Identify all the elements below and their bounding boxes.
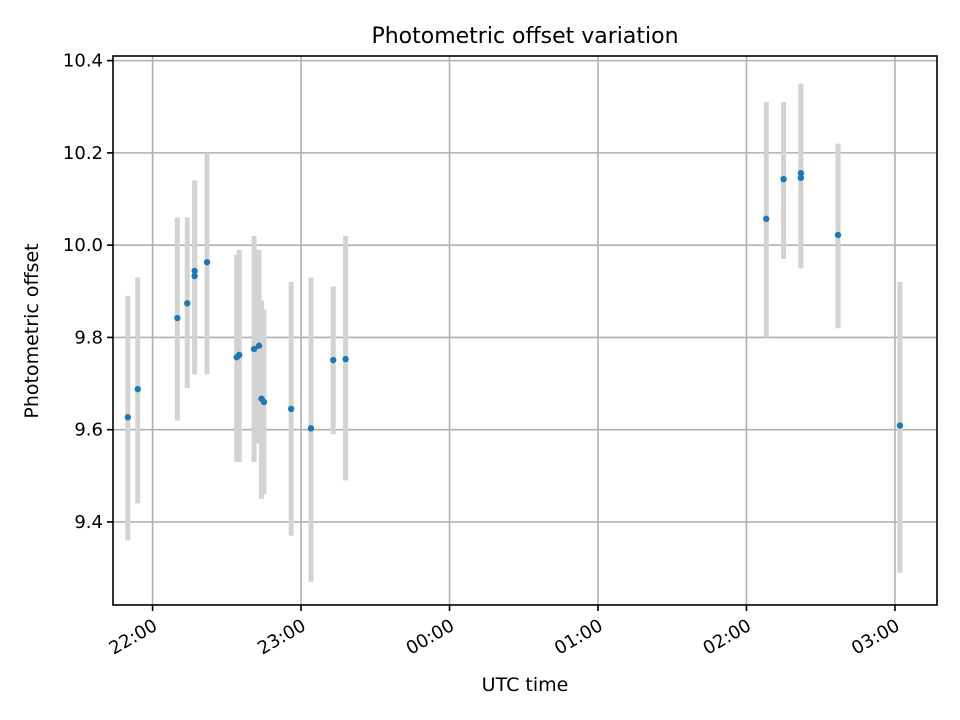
data-point [763,215,770,223]
x-axis-label: UTC time [482,674,569,696]
plot-frame [112,55,938,606]
data-point [287,405,295,413]
data-point [255,342,263,349]
chart-title: Photometric offset variation [371,24,678,49]
data-point [250,345,258,353]
y-tick-label: 9.4 [74,512,103,533]
y-tick-label: 10.4 [63,51,103,72]
data-point [342,355,349,363]
data-point [780,175,787,183]
data-point [191,272,198,280]
data-point [134,385,141,393]
data-point [260,398,268,406]
data-point [203,259,211,266]
data-point [797,169,805,177]
data-point [124,414,132,421]
data-point [191,267,198,275]
data-points [124,169,904,432]
y-axis-ticks: 9.4 9.6 9.8 10.0 10.2 10.4 [63,51,113,533]
data-point [307,425,315,432]
y-tick-label: 9.6 [74,420,103,441]
data-point [235,351,243,359]
y-tick-label: 10.2 [63,143,103,164]
data-point [174,314,181,322]
data-point [184,300,191,307]
y-tick-label: 10.0 [63,235,103,256]
data-point [834,231,842,239]
data-point [330,356,337,364]
y-axis-label: Photometric offset [21,243,43,418]
data-point [797,174,805,181]
y-tick-label: 9.8 [74,327,103,348]
data-point [896,422,904,429]
